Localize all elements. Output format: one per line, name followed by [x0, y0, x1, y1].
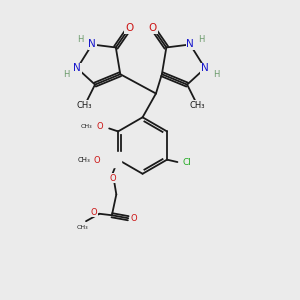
Text: N: N [201, 63, 209, 73]
Text: O: O [93, 156, 100, 165]
Text: H: H [63, 70, 69, 79]
Text: CH₃: CH₃ [81, 124, 93, 129]
Text: H: H [78, 34, 84, 43]
Text: H: H [213, 70, 220, 79]
Text: N: N [73, 63, 81, 73]
Text: H: H [198, 34, 205, 43]
Text: O: O [125, 23, 133, 33]
Text: CH₃: CH₃ [78, 157, 90, 163]
Text: O: O [130, 214, 137, 223]
Text: CH₃: CH₃ [76, 225, 88, 230]
Text: O: O [91, 208, 98, 217]
Text: N: N [186, 40, 194, 50]
Text: O: O [149, 23, 157, 33]
Text: Cl: Cl [183, 158, 192, 167]
Text: CH₃: CH₃ [190, 101, 205, 110]
Text: O: O [97, 122, 104, 130]
Text: O: O [110, 174, 116, 183]
Text: CH₃: CH₃ [77, 101, 92, 110]
Text: N: N [88, 40, 96, 50]
